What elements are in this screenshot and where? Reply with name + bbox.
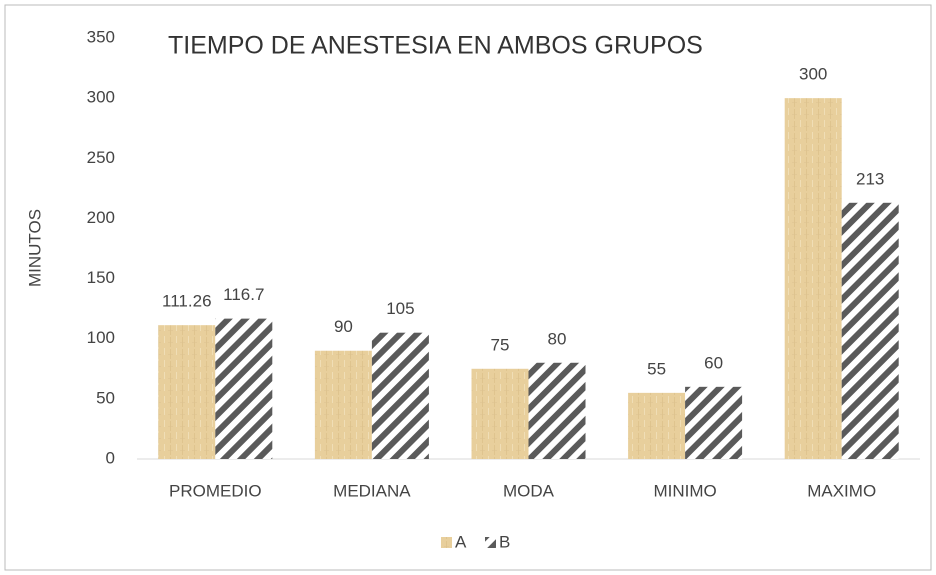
x-tick-label: MEDIANA: [333, 481, 411, 500]
value-label: 300: [799, 65, 827, 84]
y-tick-label: 100: [87, 328, 115, 347]
legend-swatch: [485, 537, 496, 548]
chart-frame: [4, 4, 932, 571]
value-label: 80: [548, 329, 567, 348]
x-tick-label: MAXIMO: [807, 481, 876, 500]
value-label: 213: [856, 169, 884, 188]
y-tick-label: 300: [87, 88, 115, 107]
y-tick-label: 150: [87, 268, 115, 287]
value-label: 60: [704, 353, 723, 372]
x-tick-label: MODA: [503, 481, 555, 500]
bar: [685, 386, 743, 459]
y-tick-label: 0: [106, 448, 115, 467]
x-tick-label: PROMEDIO: [169, 481, 262, 500]
x-tick-label: MINIMO: [653, 481, 716, 500]
chart-title: TIEMPO DE ANESTESIA EN AMBOS GRUPOS: [168, 32, 703, 60]
value-label: 116.7: [223, 285, 264, 304]
bar: [841, 202, 899, 459]
legend-swatch: [441, 537, 452, 548]
bar: [314, 350, 372, 459]
bar: [158, 325, 216, 459]
bar: [371, 332, 429, 459]
bar: [215, 318, 273, 459]
value-label: 105: [386, 299, 414, 318]
y-tick-label: 50: [96, 388, 115, 407]
y-tick-label: 250: [87, 148, 115, 167]
bar: [471, 368, 529, 459]
legend-label: A: [455, 532, 467, 551]
y-tick-label: 350: [87, 27, 115, 46]
legend-label: B: [499, 532, 510, 551]
y-tick-label: 200: [87, 208, 115, 227]
bar: [784, 98, 842, 460]
value-label: 90: [334, 317, 353, 336]
bar: [528, 362, 586, 459]
value-label: 111.26: [162, 292, 211, 311]
y-axis-label: MINUTOS: [25, 209, 44, 287]
bar: [628, 392, 686, 459]
value-label: 55: [647, 359, 666, 378]
value-label: 75: [491, 335, 510, 354]
